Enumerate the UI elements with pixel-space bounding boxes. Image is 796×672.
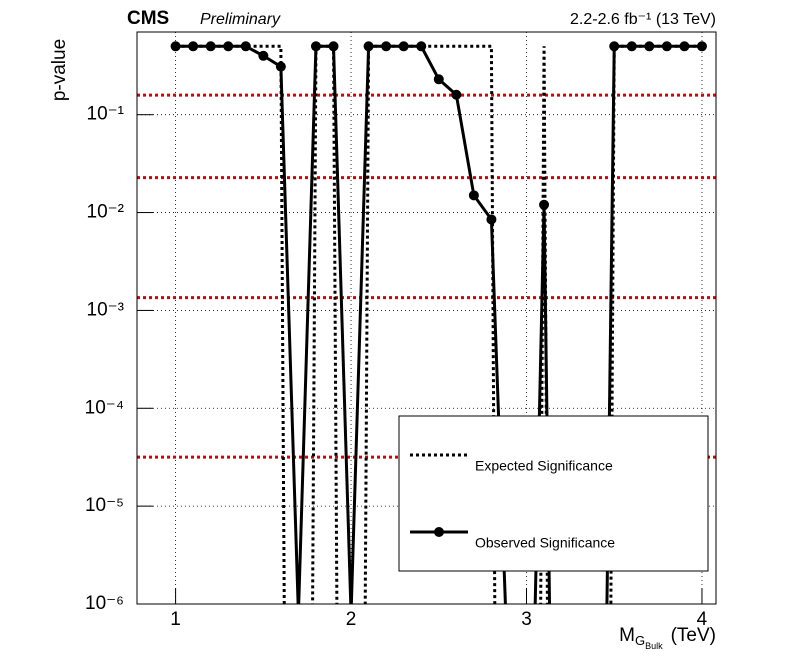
y-axis-label: p-value (49, 39, 70, 101)
marker (275, 61, 286, 72)
marker (398, 41, 409, 52)
x-tick-label: 3 (521, 609, 532, 630)
marker (644, 41, 655, 52)
marker (205, 41, 216, 52)
marker (223, 41, 234, 52)
plot-area (170, 41, 707, 604)
marker (381, 41, 392, 52)
frame (136, 31, 717, 605)
x-label-sub: G (635, 633, 645, 648)
x-label-main: M (619, 625, 635, 646)
x-tick-label: 2 (346, 609, 357, 630)
marker (609, 41, 620, 52)
marker (696, 41, 707, 52)
marker (539, 199, 550, 210)
experiment: CMS (127, 8, 169, 29)
marker (363, 41, 374, 52)
x-tick-label: 4 (697, 609, 708, 630)
marker (433, 74, 444, 85)
y-tick-label: 10⁻⁶ (85, 593, 124, 614)
y-tick-label: 10⁻⁵ (85, 495, 124, 516)
marker (310, 41, 321, 52)
y-tick-label: 10⁻⁴ (85, 397, 124, 418)
marker (170, 41, 181, 52)
x-axis-label: MGBulk (TeV) (619, 625, 716, 651)
legend: Expected Significance Observed Significan… (398, 415, 709, 572)
legend-box (398, 415, 709, 572)
marker (416, 41, 427, 52)
lumi: 2.2-2.6 fb⁻¹ (13 TeV) (570, 11, 716, 28)
marker (626, 41, 637, 52)
y-tick-label: 10⁻³ (87, 299, 125, 320)
x-label-unit: (TeV) (671, 625, 716, 646)
marker (188, 41, 199, 52)
marker (468, 190, 479, 201)
marker (258, 50, 269, 61)
legend-label: Observed Significance (475, 535, 615, 551)
marker (679, 41, 690, 52)
axes: 1 2 3 4 10⁻⁶ 10⁻⁵ 10⁻⁴ 10⁻³ 10⁻² 10⁻¹ (85, 104, 708, 630)
marker (240, 41, 251, 52)
marker (328, 41, 339, 52)
x-tick-label: 1 (170, 609, 181, 630)
marker (486, 214, 497, 225)
marker (661, 41, 672, 52)
y-tick-label: 10⁻¹ (87, 104, 125, 125)
y-tick-label: 10⁻² (87, 202, 125, 223)
x-label-subsub: Bulk (645, 641, 663, 651)
legend-label: Expected Significance (475, 458, 613, 474)
status: Preliminary (200, 11, 281, 28)
marker (451, 89, 462, 100)
legend-marker (434, 527, 444, 537)
